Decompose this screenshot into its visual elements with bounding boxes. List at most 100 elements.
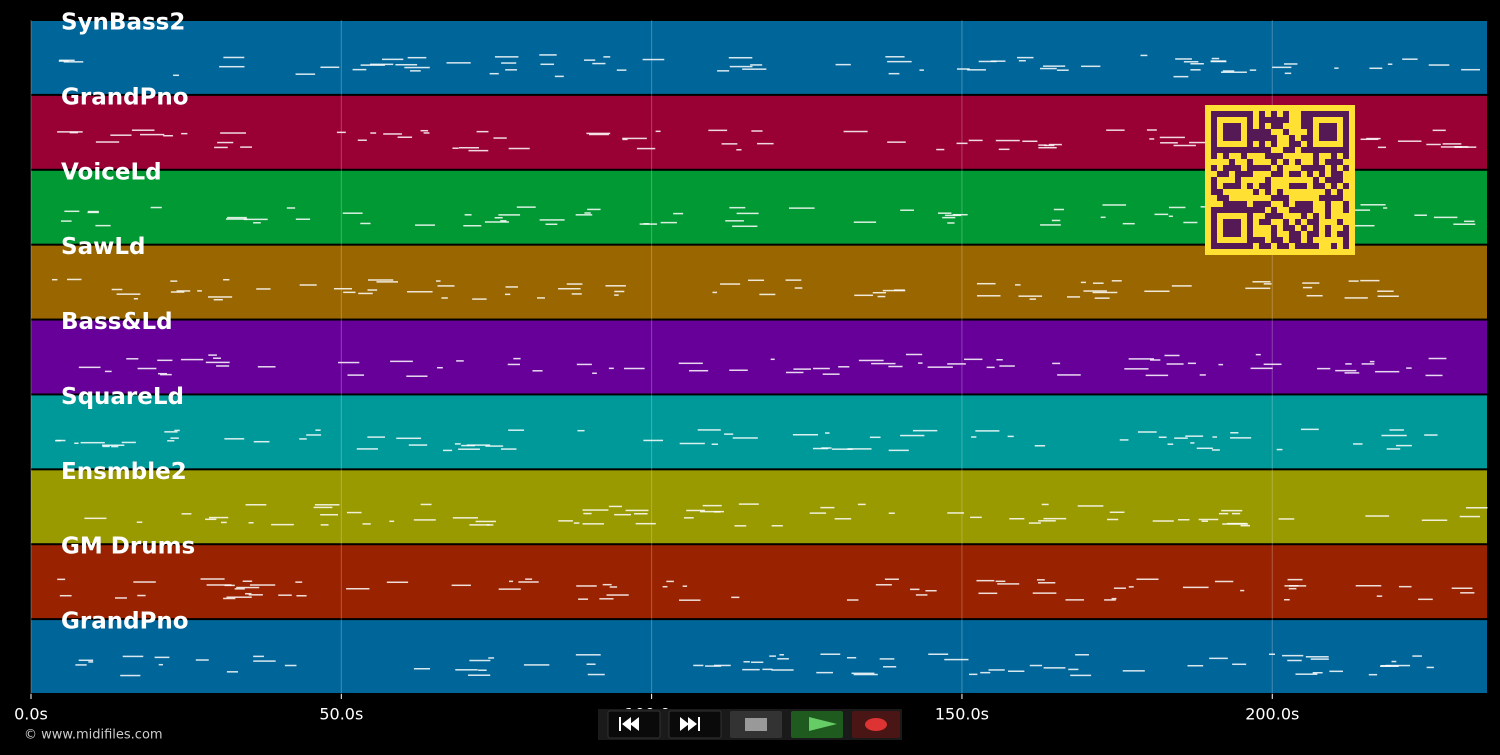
qr-cell [1307,123,1313,129]
note [616,69,627,71]
qr-cell [1271,123,1277,129]
qr-cell [1247,237,1253,243]
note [905,353,923,356]
note [443,449,453,452]
qr-cell [1241,201,1247,207]
forward-icon-bar [698,717,700,731]
note [137,594,146,597]
note [578,598,589,600]
note [554,75,564,78]
qr-cell [1289,207,1295,213]
record-button[interactable] [852,711,900,738]
play-button[interactable] [791,711,843,738]
note [478,669,487,671]
qr-cell [1325,177,1331,183]
note [875,584,892,586]
track-name: GrandPno [61,84,189,110]
qr-cell [1223,201,1229,207]
qr-cell [1313,225,1319,231]
note [78,659,94,662]
note [197,290,202,292]
note [1361,363,1375,365]
note [167,440,175,442]
qr-cell [1301,165,1307,171]
qr-cell [1271,207,1277,213]
qr-cell [1343,201,1349,207]
note [248,594,263,596]
note [1305,656,1329,658]
note [742,68,767,70]
note [679,599,701,601]
note [1209,657,1228,660]
note [1377,146,1387,149]
stop-button[interactable] [730,711,782,738]
note [390,360,413,363]
note [137,367,157,370]
qr-cell [1241,111,1247,117]
qr-cell [1247,117,1253,123]
note [967,69,986,71]
qr-cell [1295,141,1301,147]
note [728,56,753,59]
note [1043,65,1066,67]
note [441,297,448,299]
track-band [31,245,1487,319]
note [1211,449,1220,451]
qr-cell [1247,243,1253,249]
note [1067,296,1081,298]
copyright: © www.midifiles.com [24,728,163,743]
qr-cell [1211,135,1217,141]
qr-cell [1211,219,1217,225]
qr-cell [1319,171,1325,177]
qr-cell [1325,201,1331,207]
qr-cell [1247,129,1253,135]
qr-cell [1247,183,1253,189]
qr-cell [1307,141,1313,147]
note [313,506,333,509]
note [336,131,346,134]
qr-cell [1331,159,1337,165]
note [1231,512,1241,515]
qr-cell [1211,183,1217,189]
tick-label: 0.0s [14,705,48,724]
rewind-button[interactable] [607,710,661,739]
note [1038,144,1047,146]
note [333,287,352,290]
note [942,216,956,219]
qr-cell [1223,129,1229,135]
qr-cell [1313,183,1319,189]
qr-cell [1319,195,1325,201]
qr-cell [1223,123,1229,129]
qr-cell [1319,135,1325,141]
note [729,369,748,371]
qr-cell [1229,111,1235,117]
qr-cell [1295,219,1301,225]
qr-cell [1319,129,1325,135]
note [682,585,688,587]
note [831,448,853,450]
note [820,653,841,655]
note [1075,654,1089,656]
qr-cell [1229,123,1235,129]
note [358,292,373,295]
note [508,429,525,431]
note [116,293,141,295]
note [603,56,611,58]
note [88,661,94,663]
note [757,142,774,145]
qr-cell [1211,147,1217,153]
forward-button[interactable] [668,710,722,739]
note [558,287,581,290]
qr-cell [1229,219,1235,225]
qr-cell [1313,165,1319,171]
note [624,367,645,370]
note [1377,295,1399,298]
qr-cell [1265,135,1271,141]
note [738,503,759,505]
note [846,656,857,659]
note [213,298,223,301]
qr-cell [1271,231,1277,237]
note [456,360,464,362]
qr-cell [1265,129,1271,135]
note [1426,143,1441,146]
